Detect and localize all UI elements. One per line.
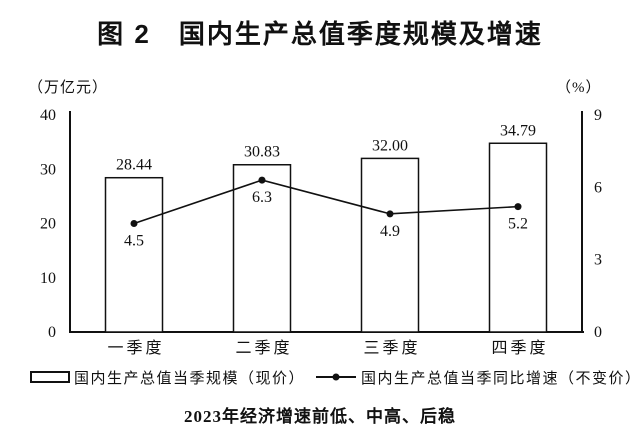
left-axis-unit-label: （万亿元） bbox=[28, 80, 109, 96]
left-axis-tick-label: 0 bbox=[48, 324, 56, 341]
left-axis-tick-label: 10 bbox=[40, 270, 56, 287]
growth-line bbox=[133, 179, 519, 225]
point-value-label: 5.2 bbox=[508, 216, 528, 233]
left-axis-tick-label: 20 bbox=[40, 216, 56, 233]
line-legend-swatch bbox=[316, 373, 357, 381]
right-axis-tick-label: 0 bbox=[594, 324, 602, 341]
figure-title: 图 2 国内生产总值季度规模及增速 bbox=[97, 19, 543, 49]
category-label: 一季度 bbox=[107, 339, 164, 357]
bar-value-label: 30.83 bbox=[244, 144, 280, 161]
figure-caption: 2023年经济增速前低、中高、后稳 bbox=[184, 407, 456, 426]
right-axis-tick-label: 9 bbox=[594, 107, 602, 124]
point-value-label: 6.3 bbox=[252, 189, 272, 206]
gdp-bar bbox=[488, 142, 548, 333]
line-legend-dot bbox=[332, 373, 340, 381]
right-axis-tick-label: 6 bbox=[594, 179, 602, 196]
bar-value-label: 32.00 bbox=[372, 137, 408, 154]
growth-point bbox=[386, 210, 394, 218]
right-axis-unit-label: （%） bbox=[556, 80, 602, 96]
category-label: 二季度 bbox=[235, 339, 292, 357]
gdp-bar bbox=[360, 157, 420, 333]
line-legend-label: 国内生产总值当季同比增速（不变价） bbox=[361, 370, 640, 387]
bar-value-label: 34.79 bbox=[500, 122, 536, 139]
growth-point bbox=[514, 203, 522, 211]
left-axis-tick-label: 40 bbox=[40, 107, 56, 124]
gdp-bar bbox=[104, 176, 164, 333]
chart-legend: 国内生产总值当季规模（现价） 国内生产总值当季同比增速（不变价） bbox=[30, 367, 640, 387]
growth-point bbox=[130, 220, 138, 227]
right-axis-tick-label: 3 bbox=[594, 252, 602, 269]
category-label: 四季度 bbox=[491, 339, 548, 357]
point-value-label: 4.9 bbox=[380, 223, 400, 240]
bar-legend-swatch bbox=[30, 371, 70, 383]
point-value-label: 4.5 bbox=[124, 233, 144, 250]
gdp-bar bbox=[232, 163, 292, 333]
bar-legend-label: 国内生产总值当季规模（现价） bbox=[74, 370, 306, 387]
category-label: 三季度 bbox=[363, 339, 420, 357]
bar-value-label: 28.44 bbox=[116, 157, 152, 174]
growth-point bbox=[258, 176, 266, 184]
left-axis-tick-label: 30 bbox=[40, 161, 56, 178]
